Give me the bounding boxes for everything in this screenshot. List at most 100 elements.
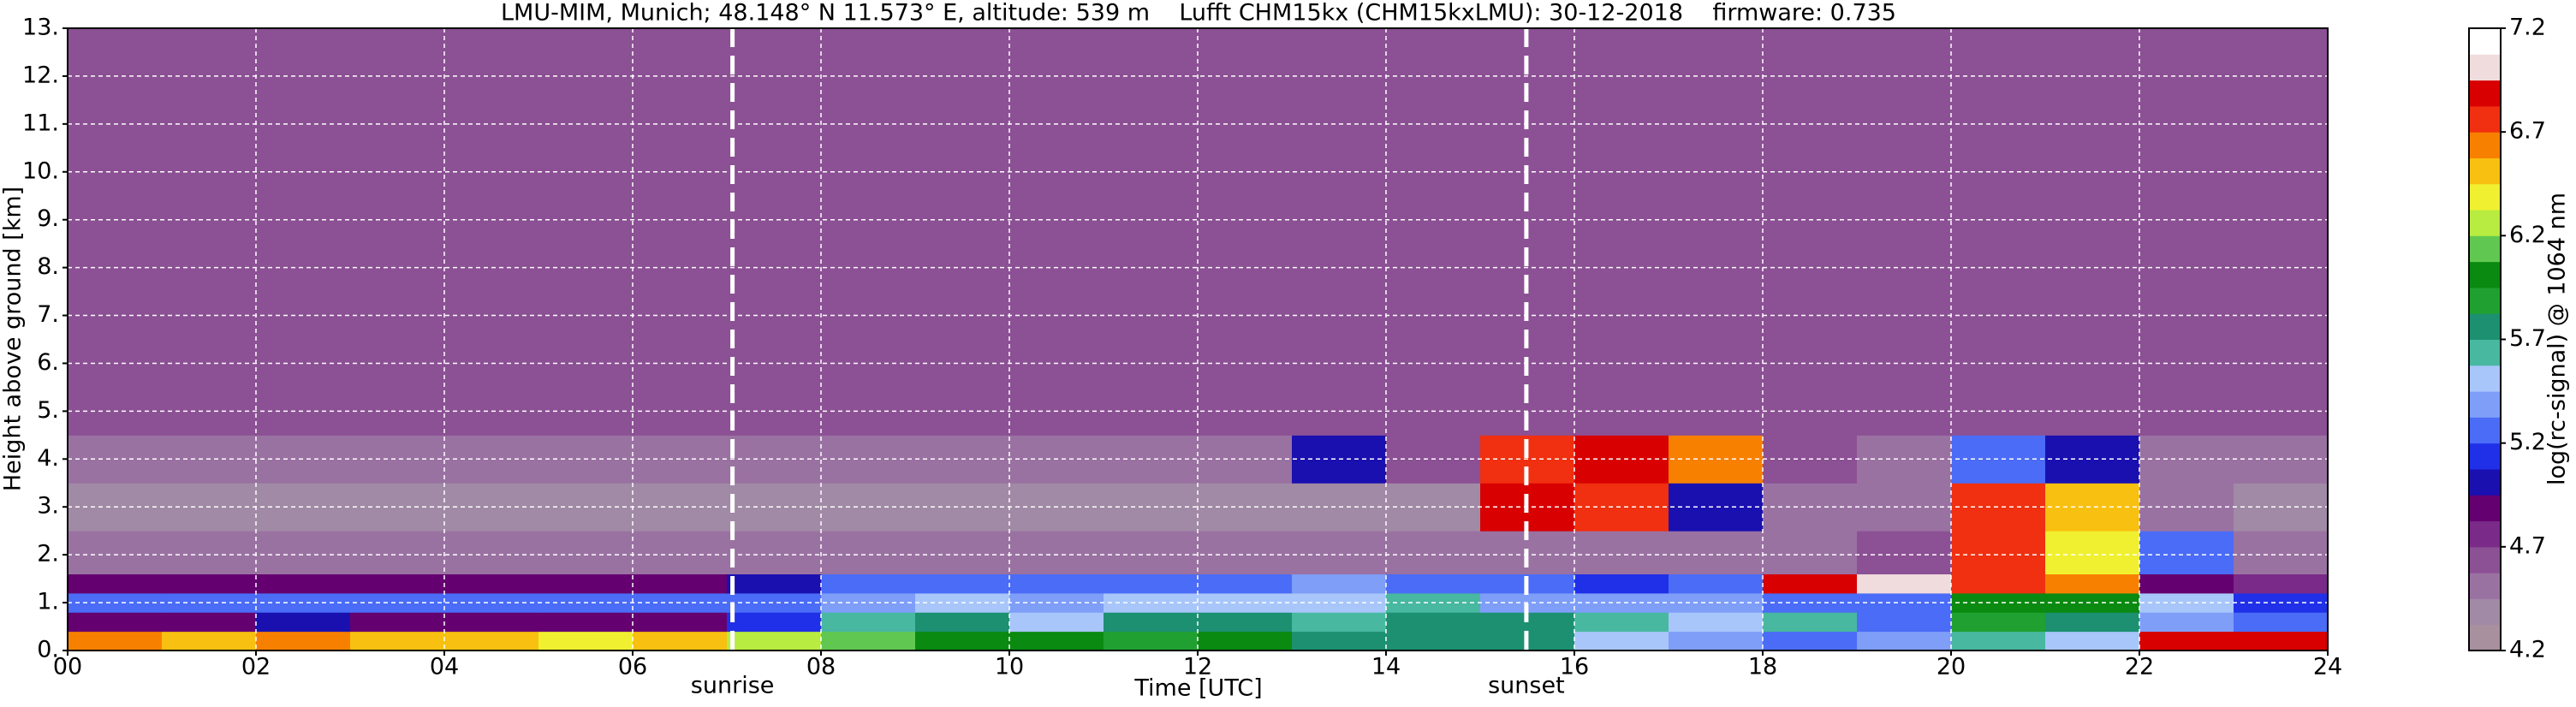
heatmap-cell: [1763, 612, 1858, 633]
heatmap-cell: [68, 631, 163, 651]
heatmap-cell: [68, 531, 163, 575]
colorbar-swatch: [2469, 132, 2501, 158]
heatmap-cell: [256, 612, 351, 633]
heatmap-cell: [1104, 531, 1199, 575]
colorbar-swatch: [2469, 573, 2501, 599]
colorbar-swatch: [2469, 391, 2501, 418]
y-tick-label: 8.: [37, 253, 59, 280]
heatmap-cell: [1292, 631, 1387, 651]
heatmap-cell: [2234, 28, 2329, 436]
heatmap-cell: [538, 612, 634, 633]
heatmap-cell: [1951, 612, 2046, 633]
heatmap-cell: [1198, 435, 1293, 484]
heatmap-cell: [633, 28, 728, 436]
heatmap-cell: [1574, 573, 1669, 594]
colorbar-swatch: [2469, 287, 2501, 314]
heatmap-cell: [350, 483, 445, 532]
heatmap-cell: [2045, 592, 2140, 613]
heatmap-cell: [1009, 531, 1104, 575]
heatmap-cell: [256, 531, 351, 575]
heatmap-cell: [727, 612, 822, 633]
heatmap-cell: [2045, 631, 2140, 651]
plot-frame: [67, 27, 2329, 651]
heatmap-cell: [821, 531, 916, 575]
colorbar-swatch: [2469, 495, 2501, 522]
heatmap-cell: [821, 612, 916, 633]
heatmap-cell: [1763, 28, 1858, 436]
heatmap-cell: [915, 612, 1010, 633]
heatmap-cell: [633, 531, 728, 575]
heatmap-cell: [633, 573, 728, 594]
y-tick-label: 3.: [37, 493, 59, 520]
heatmap-cell: [1951, 573, 2046, 594]
y-tick-label: 4.: [37, 445, 59, 472]
colorbar-swatch: [2469, 105, 2501, 133]
heatmap-cell: [1198, 483, 1293, 532]
heatmap-cell: [350, 28, 445, 436]
colorbar-swatch: [2469, 157, 2501, 185]
heatmap-cell: [1198, 592, 1293, 613]
heatmap-cell: [821, 631, 916, 651]
colorbar-tick-label: 6.7: [2509, 118, 2546, 145]
y-tick-label: 6.: [37, 349, 59, 376]
heatmap-cell: [1292, 531, 1387, 575]
y-tick-label: 12.: [22, 62, 59, 88]
heatmap-cell: [1104, 573, 1199, 594]
colorbar-swatch: [2469, 417, 2501, 444]
heatmap-cell: [2139, 612, 2234, 633]
heatmap-cell: [2045, 531, 2140, 575]
heatmap-cell: [1574, 631, 1669, 651]
colorbar-swatch: [2469, 54, 2501, 81]
colorbar-tick-label: 4.2: [2509, 637, 2546, 663]
y-axis-label: Height above ground [km]: [0, 187, 27, 491]
heatmap-cell: [444, 28, 539, 436]
heatmap-cell: [915, 631, 1010, 651]
heatmap-cell: [1009, 612, 1104, 633]
heatmap-cell: [633, 631, 728, 651]
colorbar-swatch: [2469, 261, 2501, 288]
y-tick-label: 10.: [22, 157, 59, 184]
heatmap-cell: [1857, 28, 1952, 436]
heatmap-cell: [2045, 435, 2140, 484]
heatmap-cell: [1857, 573, 1952, 594]
x-tick-label: 12: [1183, 654, 1212, 680]
heatmap-cell: [538, 28, 634, 436]
heatmap-cell: [915, 28, 1010, 436]
heatmap-cell: [256, 592, 351, 613]
heatmap-cell: [1951, 592, 2046, 613]
y-tick-label: 2.: [37, 541, 59, 567]
heatmap-cell: [1104, 28, 1199, 436]
heatmap-cell: [1386, 531, 1481, 575]
heatmap-cell: [1009, 631, 1104, 651]
heatmap-cell: [256, 573, 351, 594]
heatmap-cell: [727, 592, 822, 613]
heatmap-cell: [2234, 531, 2329, 575]
x-tick-label: 16: [1560, 654, 1589, 680]
colorbar-swatch: [2469, 624, 2501, 651]
colorbar-swatch: [2469, 339, 2501, 366]
heatmap-cell: [444, 631, 539, 651]
heatmap-cell: [1292, 612, 1387, 633]
heatmap-cell: [1574, 531, 1669, 575]
heatmap-cell: [1104, 631, 1199, 651]
heatmap-cell: [1669, 573, 1764, 594]
y-tick-label: 13.: [22, 15, 59, 41]
colorbar-swatch: [2469, 443, 2501, 470]
heatmap-cell: [162, 573, 257, 594]
heatmap-cell: [1104, 592, 1199, 613]
heatmap-cell: [1292, 28, 1387, 436]
heatmap-cell: [1669, 28, 1764, 436]
heatmap-cell: [2234, 631, 2329, 651]
heatmap-cell: [1669, 592, 1764, 613]
heatmap-cell: [1009, 28, 1104, 436]
heatmap-cell: [1574, 435, 1669, 484]
y-tick-label: 5.: [37, 397, 59, 424]
heatmap-cell: [1386, 573, 1481, 594]
colorbar-swatch: [2469, 235, 2501, 263]
heatmap-cell: [1198, 531, 1293, 575]
heatmap-cell: [2139, 631, 2234, 651]
heatmap-cell: [350, 435, 445, 484]
heatmap-cell: [727, 531, 822, 575]
colorbar-swatch: [2469, 546, 2501, 573]
